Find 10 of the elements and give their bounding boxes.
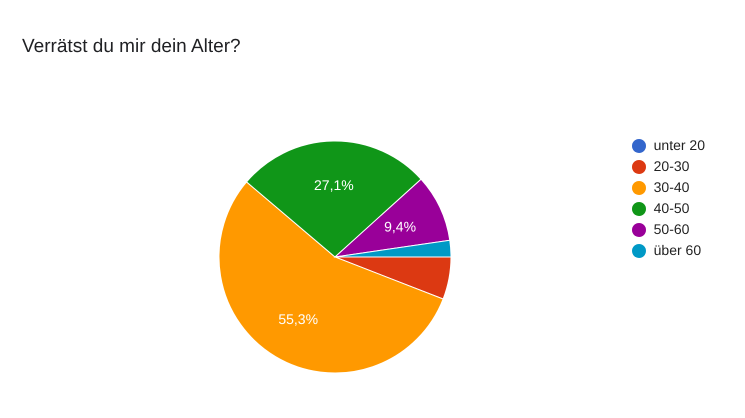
data-label: 27,1%	[314, 177, 354, 194]
data-label: 55,3%	[278, 310, 318, 327]
legend-label: 30-40	[654, 178, 690, 197]
data-label: 9,4%	[384, 218, 416, 234]
legend-label: 20-30	[654, 157, 690, 176]
legend-label: 50-60	[654, 220, 690, 239]
legend-label: über 60	[654, 241, 702, 260]
legend-label: 40-50	[654, 199, 690, 218]
chart-title: Verrätst du mir dein Alter?	[22, 36, 241, 58]
legend-label: unter 20	[654, 136, 705, 155]
